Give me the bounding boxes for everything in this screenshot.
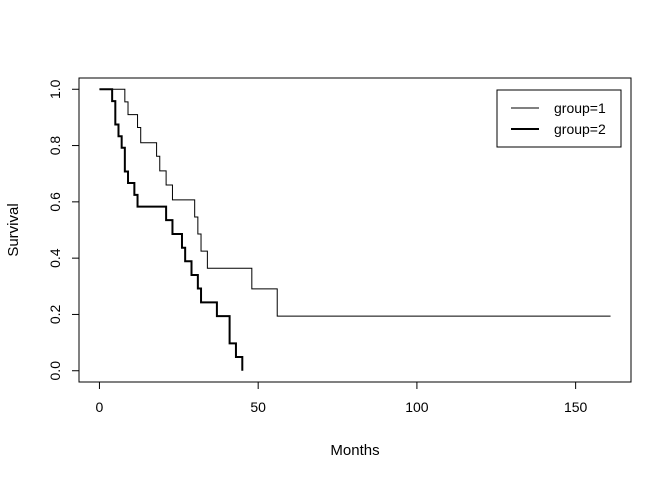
x-axis: 0 50 100 150 [96, 381, 588, 415]
x-tick-label: 50 [250, 399, 266, 415]
series-line-group-1 [99, 88, 611, 317]
y-tick-label: 0.4 [47, 248, 63, 268]
legend: group=1 group=2 [496, 89, 622, 148]
y-tick-label: 0.2 [47, 305, 63, 325]
y-tick-label: 1.0 [47, 79, 63, 99]
y-axis: 0.0 0.2 0.4 0.6 0.8 1.0 [47, 79, 80, 381]
y-axis-label: Survival [5, 203, 22, 256]
legend-box [496, 89, 622, 148]
legend-label-group-1: group=1 [554, 100, 606, 116]
y-tick-label: 0.8 [47, 136, 63, 156]
x-axis-label: Months [330, 442, 379, 459]
y-tick-label: 0.6 [47, 192, 63, 212]
legend-label-group-2: group=2 [554, 121, 606, 137]
series-line-group-2 [99, 88, 244, 371]
x-tick-label: 0 [96, 399, 104, 415]
y-tick-label: 0.0 [47, 361, 63, 381]
series-layer [99, 88, 611, 371]
x-tick-label: 150 [564, 399, 588, 415]
x-tick-label: 100 [405, 399, 429, 415]
